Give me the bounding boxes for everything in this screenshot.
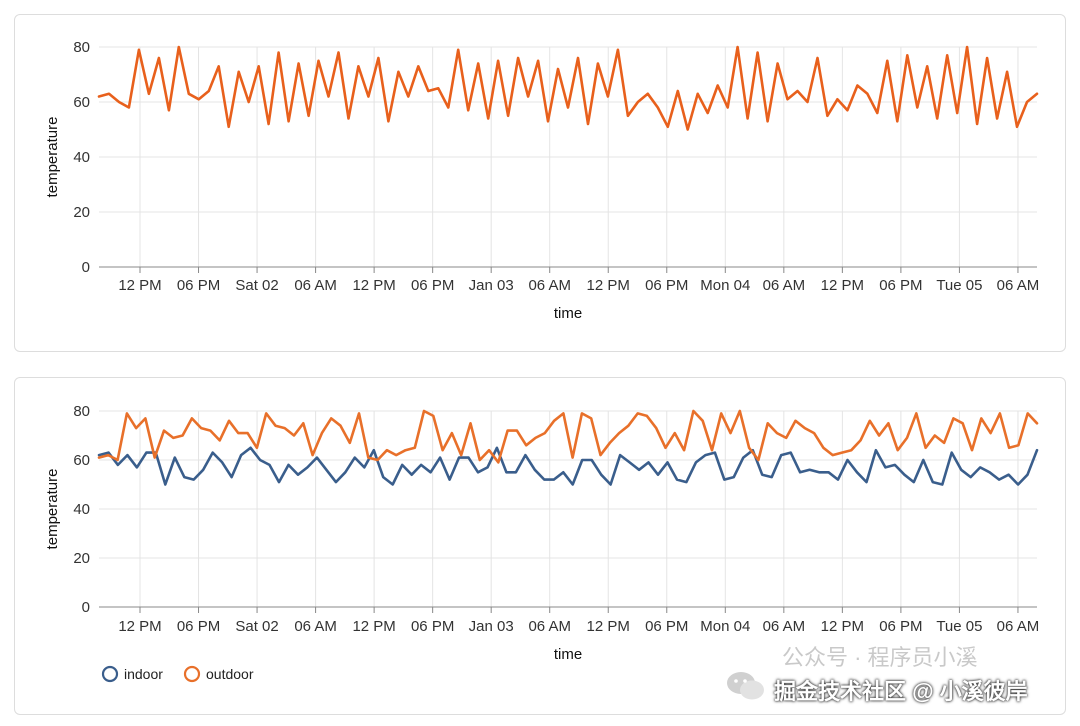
y-tick-label: 40 <box>73 149 90 166</box>
x-tick-label: 06 AM <box>997 277 1040 294</box>
y-tick-label: 80 <box>73 403 90 420</box>
watermark: 公众号 · 程序员小溪 掘金技术社区 @ 小溪彼岸 <box>726 640 1066 716</box>
x-tick-label: 06 PM <box>411 277 454 294</box>
x-axis-title: time <box>554 305 582 322</box>
wechat-logo-icon <box>727 672 764 700</box>
x-tick-label: 12 PM <box>118 618 161 635</box>
series-line <box>97 45 1039 131</box>
y-tick-label: 80 <box>73 39 90 56</box>
x-tick-label: 06 AM <box>294 618 337 635</box>
x-tick-label: 12 PM <box>821 618 864 635</box>
watermark-author: 掘金技术社区 @ 小溪彼岸 <box>774 679 1028 704</box>
x-tick-label: 12 PM <box>118 277 161 294</box>
x-tick-label: 06 PM <box>879 277 922 294</box>
y-tick-label: 20 <box>73 204 90 221</box>
x-tick-label: 06 AM <box>528 618 571 635</box>
temperature-line-chart: 0 20 40 60 80 12 PM 06 PM Sat 02 06 AM 12 PM 06 PM… <box>44 39 1040 322</box>
y-tick-label: 0 <box>82 259 90 276</box>
y-tick-label: 60 <box>73 94 90 111</box>
x-tick-label: 06 PM <box>177 618 220 635</box>
legend-label-indoor: indoor <box>124 666 163 682</box>
x-tick-label: 12 PM <box>821 277 864 294</box>
x-tick-label: 06 PM <box>177 277 220 294</box>
y-axis-title: temperature <box>44 469 61 550</box>
x-axis-title: time <box>554 646 582 663</box>
x-tick-label: Mon 04 <box>700 618 750 635</box>
y-tick-label: 60 <box>73 452 90 469</box>
legend-marker-outdoor <box>183 665 201 683</box>
x-tick-label: Jan 03 <box>469 277 514 294</box>
x-tick-label: 12 PM <box>352 618 395 635</box>
x-tick-label: 12 PM <box>587 277 630 294</box>
watermark-account: 公众号 · 程序员小溪 <box>782 645 978 670</box>
legend-label-outdoor: outdoor <box>206 666 254 682</box>
x-tick-label: Mon 04 <box>700 277 750 294</box>
x-tick-label: 06 AM <box>763 277 806 294</box>
x-tick-label: Sat 02 <box>235 618 278 635</box>
x-tick-label: 06 AM <box>294 277 337 294</box>
y-tick-label: 40 <box>73 501 90 518</box>
x-tick-label: Tue 05 <box>936 618 982 635</box>
series-line-indoor <box>97 446 1039 486</box>
x-tick-label: 06 AM <box>997 618 1040 635</box>
legend-marker-indoor <box>101 665 119 683</box>
x-tick-label: 06 PM <box>411 618 454 635</box>
x-tick-label: 12 PM <box>587 618 630 635</box>
y-tick-label: 0 <box>82 599 90 616</box>
series-line-outdoor <box>97 409 1039 464</box>
y-tick-label: 20 <box>73 550 90 567</box>
x-tick-label: 06 PM <box>879 618 922 635</box>
x-tick-label: 06 AM <box>528 277 571 294</box>
x-tick-label: 06 PM <box>645 277 688 294</box>
x-tick-label: 12 PM <box>352 277 395 294</box>
x-tick-label: Jan 03 <box>469 618 514 635</box>
y-axis-title: temperature <box>44 117 61 198</box>
x-tick-label: Tue 05 <box>936 277 982 294</box>
x-tick-label: 06 AM <box>763 618 806 635</box>
x-tick-label: Sat 02 <box>235 277 278 294</box>
x-tick-label: 06 PM <box>645 618 688 635</box>
